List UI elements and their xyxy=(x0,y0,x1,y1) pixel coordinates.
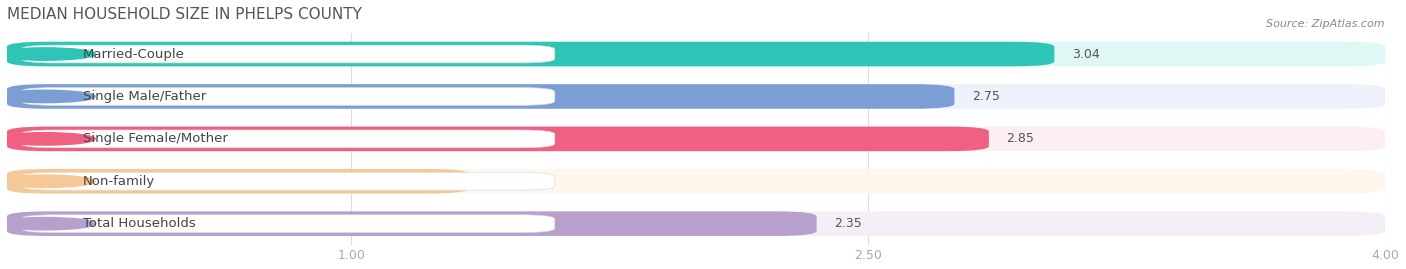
Text: Source: ZipAtlas.com: Source: ZipAtlas.com xyxy=(1267,19,1385,29)
FancyBboxPatch shape xyxy=(7,169,468,194)
Text: Single Female/Mother: Single Female/Mother xyxy=(83,132,228,145)
FancyBboxPatch shape xyxy=(21,45,555,63)
Text: 2.35: 2.35 xyxy=(834,217,862,230)
FancyBboxPatch shape xyxy=(21,215,555,232)
FancyBboxPatch shape xyxy=(7,42,1054,66)
FancyBboxPatch shape xyxy=(7,126,988,151)
Circle shape xyxy=(0,133,96,145)
FancyBboxPatch shape xyxy=(7,169,1385,194)
FancyBboxPatch shape xyxy=(7,211,1385,236)
Circle shape xyxy=(0,90,96,103)
Text: Single Male/Father: Single Male/Father xyxy=(83,90,207,103)
Text: Total Households: Total Households xyxy=(83,217,195,230)
Circle shape xyxy=(0,175,96,187)
Text: 3.04: 3.04 xyxy=(1071,48,1099,61)
Text: 2.85: 2.85 xyxy=(1007,132,1033,145)
Text: MEDIAN HOUSEHOLD SIZE IN PHELPS COUNTY: MEDIAN HOUSEHOLD SIZE IN PHELPS COUNTY xyxy=(7,7,361,22)
Circle shape xyxy=(0,217,96,230)
Text: 1.34: 1.34 xyxy=(486,175,513,188)
FancyBboxPatch shape xyxy=(7,211,817,236)
Circle shape xyxy=(0,48,96,60)
FancyBboxPatch shape xyxy=(21,130,555,148)
FancyBboxPatch shape xyxy=(21,172,555,190)
FancyBboxPatch shape xyxy=(7,84,955,109)
FancyBboxPatch shape xyxy=(21,88,555,105)
Text: Non-family: Non-family xyxy=(83,175,155,188)
FancyBboxPatch shape xyxy=(7,84,1385,109)
Text: Married-Couple: Married-Couple xyxy=(83,48,184,61)
FancyBboxPatch shape xyxy=(7,126,1385,151)
FancyBboxPatch shape xyxy=(7,42,1385,66)
Text: 2.75: 2.75 xyxy=(972,90,1000,103)
